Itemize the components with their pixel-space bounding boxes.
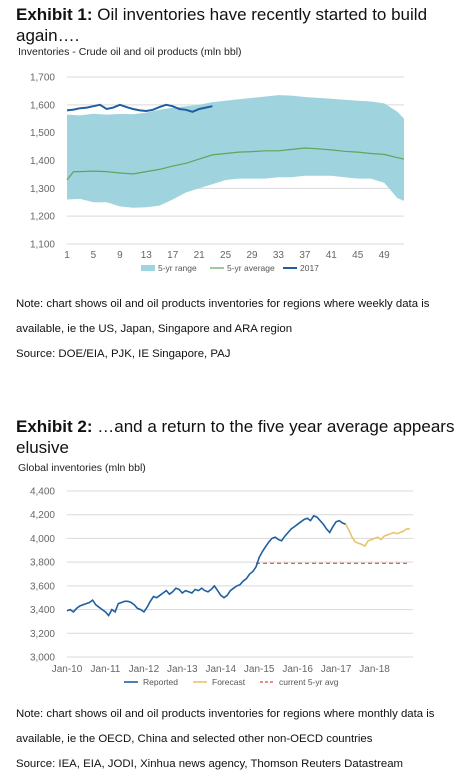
exhibit-1-label: Exhibit 1:: [16, 5, 93, 24]
x-tick-label: Jan-11: [91, 664, 121, 675]
exhibit-1-note-text: Note: chart shows oil and oil products i…: [16, 298, 430, 335]
y-tick-label: 1,500: [30, 128, 55, 139]
series-5yr-range-band: [67, 95, 404, 208]
exhibit-1-title-text: Oil inventories have recently started to…: [16, 5, 428, 45]
x-tick-label: 33: [273, 250, 285, 261]
y-tick-label: 1,600: [30, 100, 55, 111]
y-tick-label: 1,100: [30, 240, 55, 251]
chart-1: 1,100 1,200 1,300 1,400 1,500 1,600 1,700 1 5 9 13…: [30, 73, 405, 273]
chart-1-subtitle: Inventories - Crude oil and oil products…: [18, 46, 242, 58]
series-forecast-line: [344, 523, 410, 548]
x-tick-label: 9: [117, 250, 123, 261]
y-tick-label: 1,400: [30, 156, 55, 167]
x-tick-label: 13: [141, 250, 153, 261]
series-reported-line: [66, 514, 346, 617]
y-tick-label: 3,400: [30, 605, 55, 616]
x-tick-label: Jan-16: [282, 664, 313, 675]
y-tick-label: 3,800: [30, 558, 55, 569]
legend-label-2017: 2017: [300, 263, 319, 273]
x-tick-label: Jan-18: [359, 664, 390, 675]
x-tick-label: Jan-13: [167, 664, 198, 675]
y-tick-label: 1,700: [30, 73, 55, 84]
y-tick-label: 4,000: [30, 534, 55, 545]
exhibit-1-title: Exhibit 1: Oil inventories have recently…: [16, 4, 456, 46]
x-tick-label: Jan-14: [205, 664, 236, 675]
exhibit-2-source: Source: IEA, EIA, JODI, Xinhua news agen…: [16, 758, 404, 770]
exhibit-2-label: Exhibit 2:: [16, 417, 93, 436]
x-tick-label: 49: [379, 250, 391, 261]
y-tick-label: 3,000: [30, 653, 55, 664]
chart-2-subtitle: Global inventories (mln bbl): [18, 462, 146, 474]
y-tick-label: 3,200: [30, 629, 55, 640]
x-tick-label: 25: [220, 250, 232, 261]
x-tick-label: 1: [64, 250, 70, 261]
y-tick-label: 3,600: [30, 581, 55, 592]
series-2017-line: [66, 103, 213, 113]
x-tick-label: Jan-15: [244, 664, 275, 675]
x-tick-label: Jan-17: [321, 664, 352, 675]
x-tick-label: Jan-12: [129, 664, 160, 675]
series-5yr-average-line: [66, 147, 405, 181]
exhibit-1-note: Note: chart shows oil and oil products i…: [16, 292, 446, 367]
x-tick-label: 21: [194, 250, 206, 261]
x-tick-label: Jan-10: [52, 664, 83, 675]
legend-label-forecast: Forecast: [212, 677, 246, 687]
exhibit-2-title-text: …and a return to the five year average a…: [16, 417, 455, 457]
x-tick-label: 29: [246, 250, 258, 261]
legend-swatch-5yr-range: [141, 265, 155, 271]
y-tick-label: 4,400: [30, 487, 55, 498]
y-tick-label: 1,300: [30, 184, 55, 195]
y-tick-label: 4,200: [30, 510, 55, 521]
legend-label-5yr-range: 5-yr range: [158, 263, 197, 273]
exhibit-1-source: Source: DOE/EIA, PJK, IE Singapore, PAJ: [16, 348, 231, 360]
exhibit-2-note: Note: chart shows oil and oil products i…: [16, 702, 456, 777]
x-tick-label: 41: [326, 250, 338, 261]
legend-label-5yr-average: 5-yr average: [227, 263, 275, 273]
legend-label-current-5yr-avg: current 5-yr avg: [279, 677, 339, 687]
chart-2: 3,000 3,200 3,400 3,600 3,800 4,000 4,200 4,400…: [30, 487, 413, 687]
x-tick-label: 37: [299, 250, 311, 261]
x-tick-label: 17: [167, 250, 179, 261]
exhibit-2-title: Exhibit 2: …and a return to the five yea…: [16, 416, 456, 458]
y-tick-label: 1,200: [30, 212, 55, 223]
exhibit-2-note-text: Note: chart shows oil and oil products i…: [16, 708, 435, 745]
legend-label-reported: Reported: [143, 677, 178, 687]
x-tick-label: 5: [91, 250, 97, 261]
x-tick-label: 45: [352, 250, 364, 261]
